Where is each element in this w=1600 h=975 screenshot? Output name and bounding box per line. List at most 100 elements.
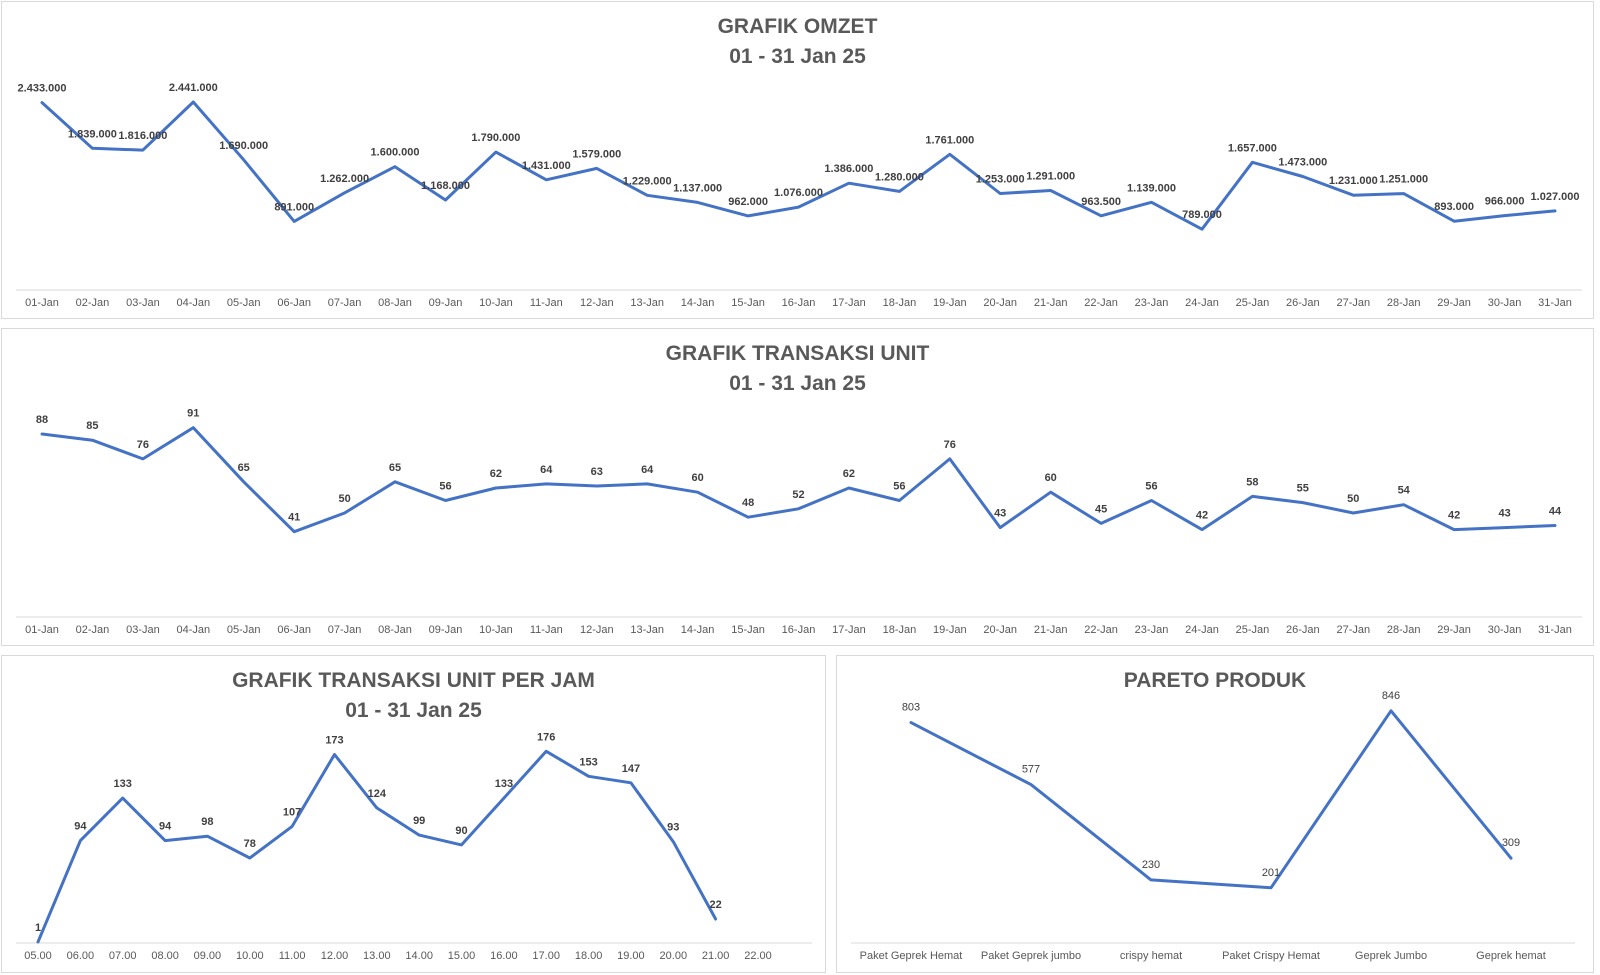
x-tick-label: 23-Jan <box>1135 624 1169 636</box>
x-tick-label: crispy hemat <box>1120 950 1182 962</box>
chart-title: PARETO PRODUK <box>1123 669 1307 692</box>
data-label: 962.000 <box>728 196 768 208</box>
x-tick-label: 28-Jan <box>1387 624 1421 636</box>
data-label: 65 <box>238 462 250 474</box>
x-tick-label: 08-Jan <box>378 624 412 636</box>
data-label: 94 <box>74 821 87 833</box>
x-tick-label: 18-Jan <box>883 297 917 309</box>
x-tick-label: 10.00 <box>236 950 264 962</box>
data-label: 124 <box>368 788 387 800</box>
data-label: 76 <box>944 439 956 451</box>
data-label: 963.500 <box>1081 196 1121 208</box>
data-label: 173 <box>325 735 343 747</box>
data-label: 42 <box>1448 510 1460 522</box>
x-tick-label: 12-Jan <box>580 297 614 309</box>
x-tick-label: 25-Jan <box>1236 624 1270 636</box>
x-tick-label: 05-Jan <box>227 297 261 309</box>
x-tick-label: Paket Geprek Hemat <box>860 950 963 962</box>
chart-title: GRAFIK TRANSAKSI UNIT <box>665 342 930 365</box>
x-tick-label: Paket Crispy Hemat <box>1222 950 1320 962</box>
data-label: 1.168.000 <box>421 180 470 192</box>
chart-unit: 88 85 76 91 65 41 50 65 56 62 64 63 64 60 48 52 62 56 76 43… <box>16 408 1582 636</box>
x-tick-label: 15.00 <box>448 950 476 962</box>
x-tick-label: 16-Jan <box>782 624 816 636</box>
x-tick-label: 22-Jan <box>1084 624 1118 636</box>
x-tick-label: 06-Jan <box>277 624 311 636</box>
data-label: 60 <box>1045 472 1057 484</box>
data-label: 1.690.000 <box>219 140 268 152</box>
data-label: 1.280.000 <box>875 171 924 183</box>
x-tick-label: 19-Jan <box>933 624 967 636</box>
data-label: 230 <box>1142 859 1160 871</box>
data-label: 90 <box>455 825 467 837</box>
x-tick-label: 14.00 <box>405 950 433 962</box>
x-tick-label: 31-Jan <box>1538 624 1572 636</box>
data-label: 1.262.000 <box>320 173 369 185</box>
data-label: 891.000 <box>274 201 314 213</box>
data-label: 1.139.000 <box>1127 182 1176 194</box>
x-tick-label: Geprek hemat <box>1476 950 1546 962</box>
chart-omzet: 2.433.000 1.839.000 1.816.000 2.441.000 1.69… <box>16 82 1582 309</box>
x-tick-label: 24-Jan <box>1185 624 1219 636</box>
x-tick-label: 09.00 <box>194 950 222 962</box>
data-label: 789.000 <box>1182 209 1222 221</box>
x-tick-label: 03-Jan <box>126 297 160 309</box>
x-tick-label: 15-Jan <box>731 624 765 636</box>
data-label: 65 <box>389 462 401 474</box>
x-tick-label: 12.00 <box>321 950 349 962</box>
x-tick-label: 09-Jan <box>429 297 463 309</box>
data-label: 966.000 <box>1485 196 1525 208</box>
chart-panel-omzet: GRAFIK OMZET 01 - 31 Jan 25 2.433.000 1.8… <box>1 1 1594 319</box>
x-tick-label: 20-Jan <box>983 624 1017 636</box>
data-label: 153 <box>579 756 597 768</box>
x-tick-label: 15-Jan <box>731 297 765 309</box>
series-line <box>40 100 1557 231</box>
data-label: 42 <box>1196 510 1208 522</box>
data-label: 1.251.000 <box>1379 174 1428 186</box>
data-label: 1.657.000 <box>1228 142 1277 154</box>
x-tick-label: 14-Jan <box>681 624 715 636</box>
x-tick-label: 10-Jan <box>479 297 513 309</box>
x-tick-label: 18-Jan <box>883 624 917 636</box>
x-tick-label: 06-Jan <box>277 297 311 309</box>
x-tick-label: 01-Jan <box>25 624 59 636</box>
data-label: 1.386.000 <box>824 163 873 175</box>
chart-panel-unit: GRAFIK TRANSAKSI UNIT 01 - 31 Jan 25 88 8… <box>1 328 1594 646</box>
data-label: 44 <box>1549 506 1562 518</box>
data-label: 803 <box>902 702 920 714</box>
x-tick-label: 02-Jan <box>76 297 110 309</box>
x-tick-label: 11.00 <box>279 950 306 962</box>
data-label: 147 <box>622 763 640 775</box>
data-label: 176 <box>537 731 555 743</box>
data-label: 577 <box>1022 764 1040 776</box>
data-label: 1.027.000 <box>1531 191 1580 203</box>
data-label: 94 <box>159 821 172 833</box>
x-tick-label: Geprek Jumbo <box>1355 950 1427 962</box>
x-tick-label: 02-Jan <box>76 624 110 636</box>
data-label: 88 <box>36 414 48 426</box>
x-tick-label: 27-Jan <box>1336 624 1370 636</box>
chart-jam: 1 94 133 94 98 78 107 173 124 99 90 133 176 153 147 93 2… <box>16 731 812 962</box>
x-tick-label: 10-Jan <box>479 624 513 636</box>
data-label: 52 <box>792 489 804 501</box>
x-tick-label: 13-Jan <box>630 297 664 309</box>
data-label: 99 <box>413 815 425 827</box>
data-label: 62 <box>490 468 502 480</box>
series-line <box>36 749 718 944</box>
x-tick-label: 22-Jan <box>1084 297 1118 309</box>
data-label: 107 <box>283 806 301 818</box>
data-label: 76 <box>137 439 149 451</box>
data-label: 1 <box>35 922 41 934</box>
x-tick-label: 03-Jan <box>126 624 160 636</box>
data-label: 201 <box>1262 867 1280 879</box>
data-label: 846 <box>1382 690 1400 702</box>
x-tick-label: 16-Jan <box>782 297 816 309</box>
data-label: 60 <box>691 472 703 484</box>
data-label: 1.790.000 <box>471 132 520 144</box>
series-line <box>40 426 1557 534</box>
data-label: 1.231.000 <box>1329 175 1378 187</box>
chart-panel-pareto: PARETO PRODUK 803 577 230 201 846 309 Paket Ge… <box>836 655 1594 973</box>
data-label: 1.137.000 <box>673 182 722 194</box>
x-tick-label: 17-Jan <box>832 624 866 636</box>
x-tick-label: 20-Jan <box>983 297 1017 309</box>
